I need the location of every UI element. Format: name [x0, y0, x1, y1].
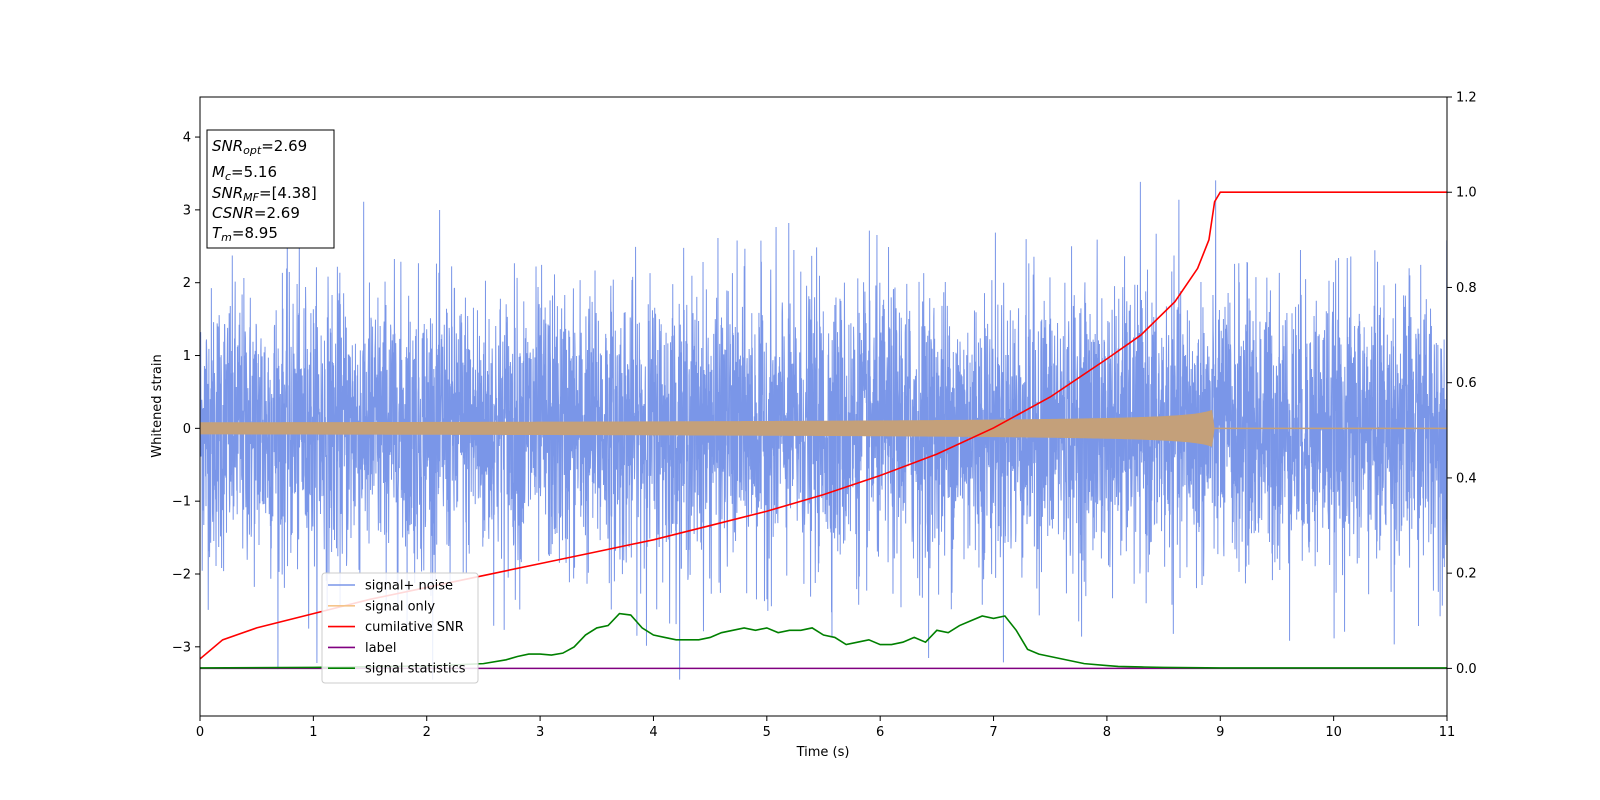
- y2-tick-label: 0.4: [1456, 471, 1477, 486]
- y2-tick-label: 0.8: [1456, 281, 1477, 296]
- x-tick-label: 10: [1325, 725, 1342, 740]
- annotation-line: Mc=5.16: [212, 163, 277, 183]
- x-tick-label: 8: [1103, 725, 1111, 740]
- y2-tick-label: 1.2: [1456, 91, 1477, 106]
- x-tick-label: 3: [536, 725, 544, 740]
- legend-entry: label: [365, 641, 396, 656]
- x-tick-label: 9: [1216, 725, 1224, 740]
- y-tick-label: −1: [172, 495, 191, 510]
- series-signal-noise-line: [200, 180, 1447, 680]
- legend-entry: signal only: [365, 599, 435, 614]
- y2-tick-label: 0.6: [1456, 376, 1477, 391]
- annotation-frame: [206, 129, 335, 249]
- y2-tick-label: 0.0: [1456, 662, 1477, 677]
- y-axis-label: Whitened strain: [150, 354, 165, 457]
- y-tick-label: 3: [183, 203, 191, 218]
- x-tick-label: 2: [423, 725, 431, 740]
- annotation-line: Tm=8.95: [212, 224, 278, 244]
- annotation-line: SNRopt=2.69: [212, 137, 307, 157]
- y-tick-label: 2: [183, 276, 191, 291]
- legend-frame: [321, 572, 479, 684]
- x-tick-label: 0: [196, 725, 204, 740]
- legend-entry: signal statistics: [365, 662, 466, 677]
- y-tick-label: 4: [183, 131, 191, 146]
- x-tick-label: 4: [649, 725, 657, 740]
- series-signal-only-envelope: [200, 409, 1215, 447]
- legend-entry: signal+ noise: [365, 579, 453, 594]
- y-tick-label: 1: [183, 349, 191, 364]
- plot-frame: [199, 96, 1448, 717]
- x-tick-label: 6: [876, 725, 884, 740]
- x-tick-label: 5: [763, 725, 771, 740]
- y2-tick-label: 1.0: [1456, 186, 1477, 201]
- x-axis-label: Time (s): [796, 745, 850, 760]
- annotation-line: SNRMF=[4.38]: [212, 184, 317, 204]
- legend: signal+ noise signal only cumilative SNR la…: [321, 572, 479, 684]
- y-tick-label: −2: [172, 567, 191, 582]
- x-tick-label: 11: [1439, 725, 1456, 740]
- legend-entry: cumilative SNR: [365, 620, 464, 635]
- y-tick-label: 0: [183, 422, 191, 437]
- annotation-line: CSNR=2.69: [212, 204, 300, 222]
- x-tick-label: 1: [309, 725, 317, 740]
- y-tick-label: −3: [172, 640, 191, 655]
- x-tick-label: 7: [989, 725, 997, 740]
- axes: 0 1 2 3 4 5 6 7 8 9 10 1143210−1−2−31.21.00.80.60.4…: [172, 91, 1477, 741]
- y2-tick-label: 0.2: [1456, 567, 1477, 582]
- series-signal-statistics-line: [200, 612, 1447, 669]
